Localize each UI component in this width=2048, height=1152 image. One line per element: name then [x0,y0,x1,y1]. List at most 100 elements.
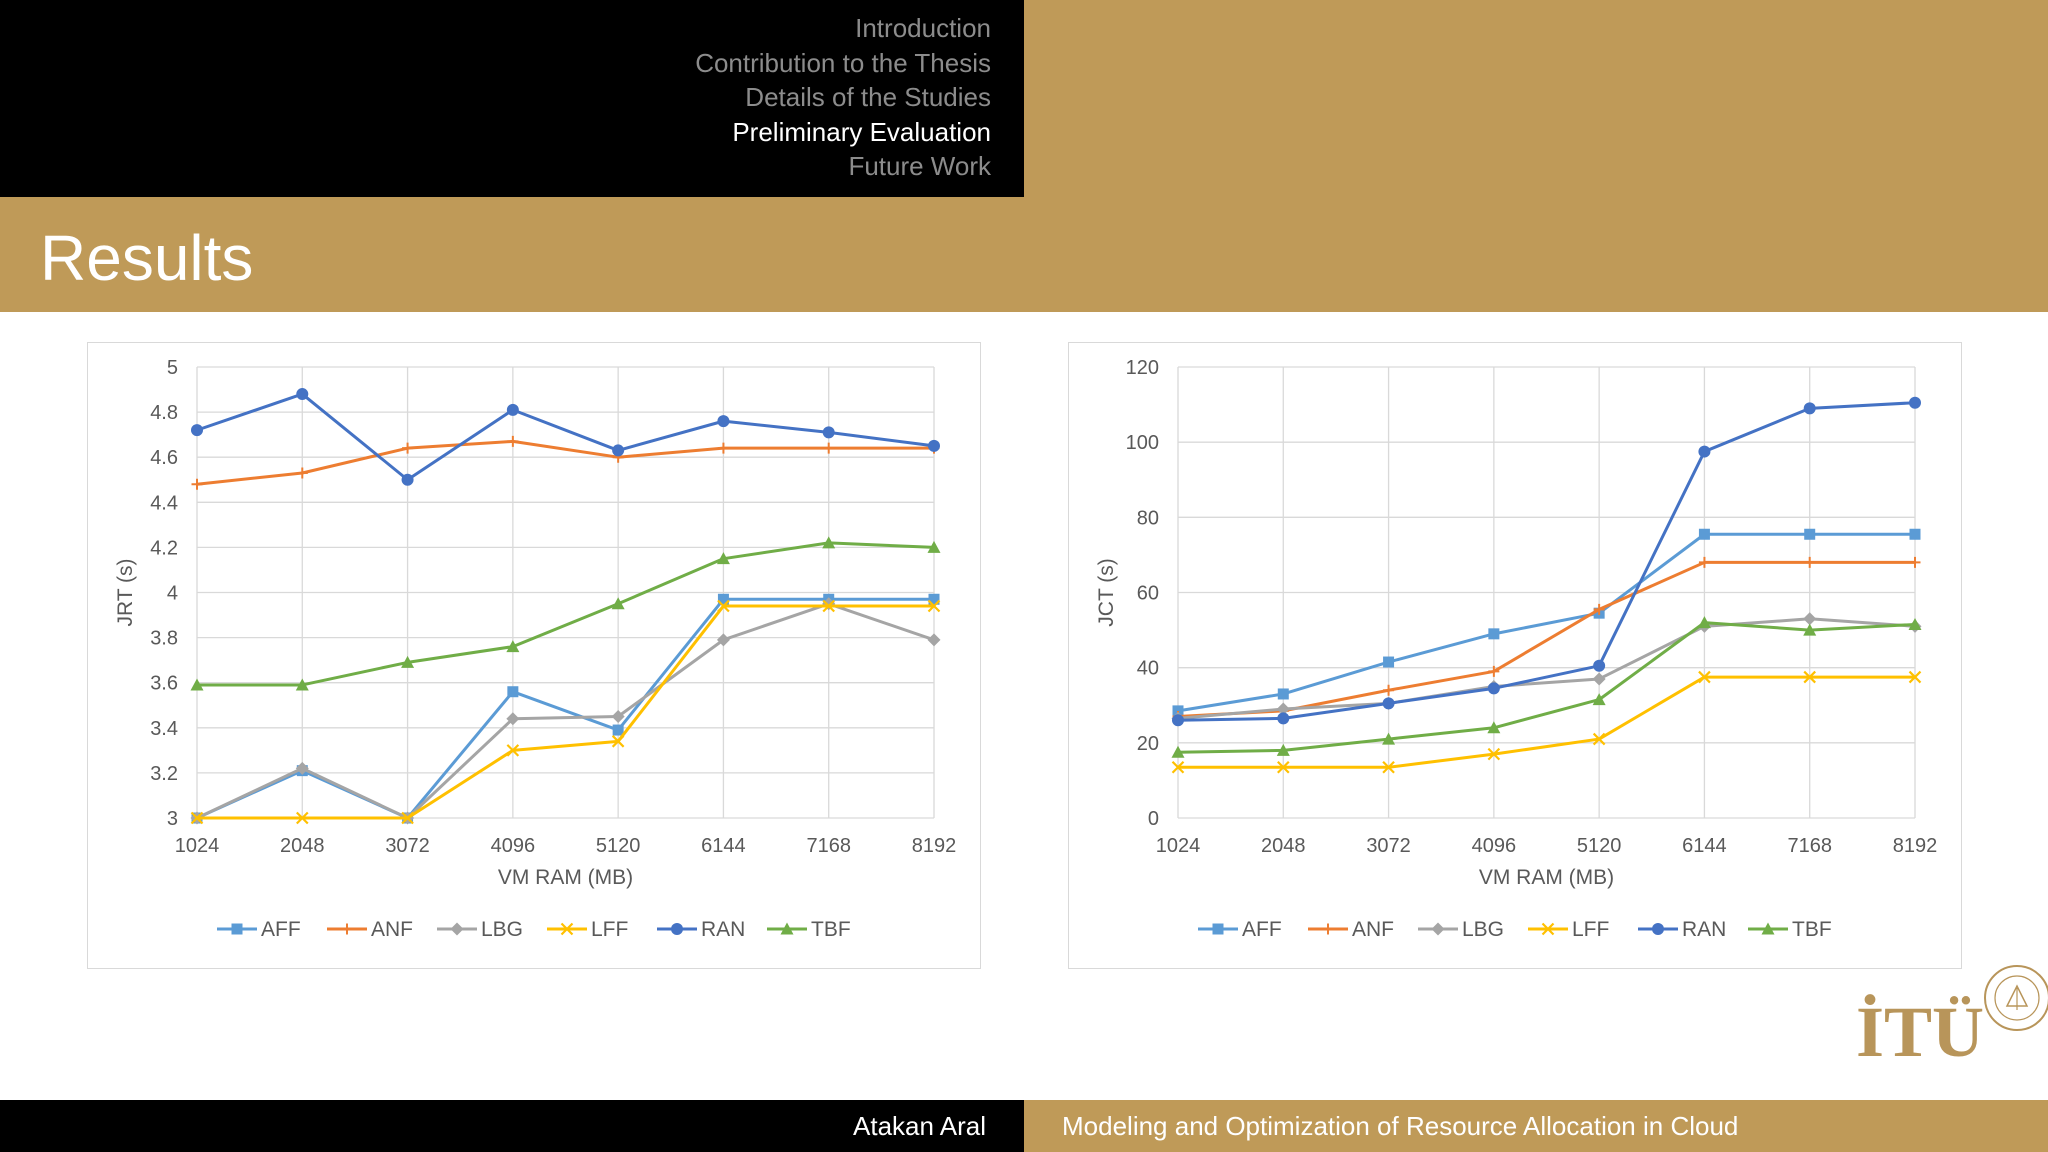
jct-xtick-label: 8192 [1893,835,1938,857]
jct-xtick-label: 1024 [1156,835,1201,857]
jrt-ytick-label: 3 [167,808,178,830]
jrt-point-tbf [295,678,309,691]
jrt-legend-item-tbf: TBF [767,918,851,941]
jrt-point-aff [717,593,729,605]
jct-point-lff [1592,732,1606,746]
jrt-legend-marker [780,922,794,935]
jrt-ytick-label: 3.8 [150,628,178,650]
jct-ytick-label: 100 [1126,432,1159,454]
jct-point-anf [1698,556,1710,568]
title-bar: Results [0,197,2048,312]
jrt-point-ran [296,388,309,401]
jct-legend-item-tbf: TBF [1748,918,1832,941]
nav-item-future-work[interactable]: Future Work [848,151,991,181]
jrt-legend-item-anf: ANF [327,918,413,941]
jrt-point-lbg [822,597,836,611]
jct-point-aff [1909,528,1921,540]
jct-legend-marker [1431,922,1445,936]
jct-point-lff [1487,747,1501,761]
jct-xtick-label: 5120 [1577,835,1622,857]
jrt-legend-label: ANF [371,918,413,941]
jct-legend-label: ANF [1352,918,1394,941]
jrt-line-ran [196,392,935,482]
jrt-ytick-label: 3.4 [150,718,178,740]
jrt-legend-label: TBF [811,918,851,941]
jct-point-tbf [1908,617,1922,630]
jct-point-anf [1804,556,1816,568]
nav-item-preliminary-evaluation[interactable]: Preliminary Evaluation [732,116,991,147]
jct-ytick-label: 40 [1137,658,1159,680]
jct-line-aff [1177,532,1915,713]
jct-xtick-label: 7168 [1787,835,1832,857]
jrt-ytick-label: 4.6 [150,447,178,469]
itu-logo: İTÜ [1852,948,2048,1072]
jct-legend-label: LFF [1572,918,1609,941]
jrt-line-lff [197,604,934,820]
jct-xtick-label: 2048 [1261,835,1306,857]
jrt-point-aff [507,686,519,698]
jct-legend-label: TBF [1792,918,1832,941]
jrt-ytick-label: 4.8 [150,402,178,424]
jrt-point-lff [296,811,309,825]
jct-point-tbf [1276,743,1290,756]
nav-item-introduction[interactable]: Introduction [855,13,991,43]
jct-ytick-label: 0 [1148,808,1159,830]
jct-point-ran [1909,396,1921,409]
jct-ytick-label: 20 [1137,733,1159,755]
jct-point-ran [1803,402,1816,415]
jrt-point-anf [296,467,308,479]
jrt-xtick-label: 1024 [175,835,220,857]
jct-point-tbf [1171,745,1185,758]
jrt-legend-marker [560,922,574,936]
jrt-line-lbg [196,602,935,820]
presentation-title: Modeling and Optimization of Resource Al… [1062,1111,1739,1141]
jct-point-ran [1172,714,1184,727]
jct-series-aff [1172,528,1921,717]
jct-xtick-label: 6144 [1682,835,1727,857]
jrt-legend-item-aff: AFF [217,918,301,941]
jct-point-anf [1909,556,1921,568]
jrt-legend-label: LFF [591,918,628,941]
jct-legend-label: LBG [1462,918,1504,941]
jct-legend-marker [1541,922,1555,936]
jct-point-tbf [1592,693,1606,706]
jct-chart: 0 20 40 60 80 100 120 1024 2048 3072 4096 5120 6144 7… [1095,357,1938,941]
jrt-point-tbf [822,536,836,549]
jrt-xtick-label: 3072 [385,835,430,857]
jct-point-lff [1908,670,1922,684]
jrt-legend-label: RAN [701,918,745,941]
jct-y-axis-label: JCT (s) [1095,558,1118,626]
nav-item-details-of-the-studies[interactable]: Details of the Studies [745,82,991,112]
jct-xtick-label: 3072 [1366,835,1411,857]
jct-point-lff [1171,760,1185,774]
slide-title: Results [40,222,254,294]
jrt-line-anf [196,439,934,486]
jct-point-ran [1487,682,1500,695]
jrt-point-lff [927,599,941,613]
nav-item-contribution-to-the-thesis[interactable]: Contribution to the Thesis [695,47,991,78]
jrt-point-lbg [927,633,941,647]
jrt-series-anf [191,435,940,490]
footer-title-panel: Modeling and Optimization of Resource Al… [1024,1100,2048,1152]
jct-legend-marker [1322,923,1334,935]
jrt-chart-frame: 3 3.2 3.4 3.6 3.8 4 4.2 4.4 4.6 4.8 5 1024 2048 3072 4… [87,342,981,969]
jct-point-aff [1172,705,1184,717]
jct-legend-marker [1652,923,1664,935]
jrt-series-ran [191,388,940,486]
jct-point-lff [1698,670,1711,684]
jrt-line-tbf [197,541,935,687]
jrt-series-aff [191,593,940,824]
jrt-ytick-label: 5 [167,357,178,379]
jrt-point-aff [928,593,940,605]
jrt-ytick-label: 3.6 [150,673,178,695]
jct-legend-label: RAN [1682,918,1726,941]
jrt-point-ran [717,415,730,428]
footer-author-panel: Atakan Aral [0,1100,1024,1152]
jct-xtick-label: 4096 [1472,835,1517,857]
itu-seal-icon [1984,965,2048,1031]
jrt-point-lbg [295,761,309,775]
jrt-point-lbg [506,712,520,726]
section-nav: Introduction Contribution to the Thesis De… [695,11,991,184]
jct-point-ran [1382,697,1395,710]
jct-legend-item-lff: LFF [1528,918,1609,941]
